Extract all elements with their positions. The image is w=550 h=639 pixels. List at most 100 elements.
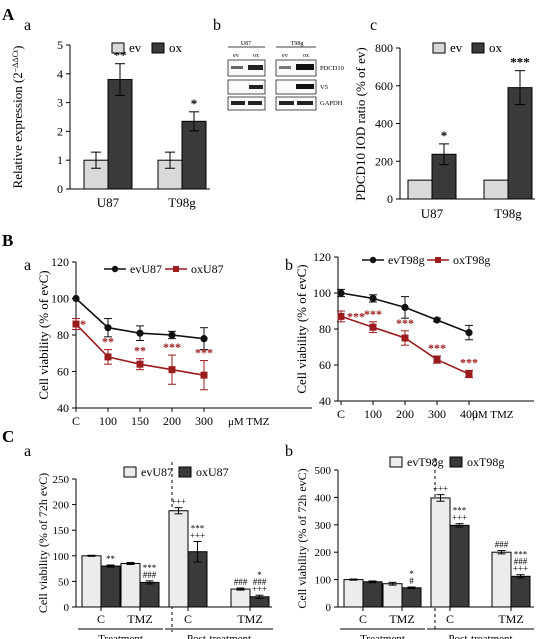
Bb-y-tick-label-4: 120 <box>313 250 331 264</box>
Bb-y-tick-label-0: 40 <box>319 394 331 408</box>
band-pdcd10-t98g-ev <box>279 66 291 69</box>
Ca-bar-evU87-3 <box>230 588 251 608</box>
Ca-errorbar-oxU87-2 <box>193 540 202 563</box>
Ca-x-tick-label-0: C <box>97 612 105 626</box>
Ca-group-label-1: Post-treatment <box>187 633 251 639</box>
Ca-sig-evU87-3: ### <box>234 577 248 587</box>
Aa-y-tick-label-1: 1 <box>57 153 63 167</box>
blot-protein-v5: V5 <box>320 84 328 91</box>
Aa-y-tick-label-2: 2 <box>57 124 63 138</box>
Bb-x-unit-label: μM TMZ <box>472 409 514 421</box>
Ca-errorbar-evU87-3 <box>236 587 245 591</box>
band-v5-u87-ox <box>249 85 263 89</box>
Cb-errorbar-evT98g-1 <box>388 581 397 586</box>
Cb-errorbar-evT98g-0 <box>349 578 358 581</box>
Ca-bar-oxU87-0 <box>100 565 121 608</box>
Ac-y-tick-label-2: 400 <box>375 117 393 131</box>
Ca-sig-line-oxU87-3-1: ### <box>253 577 267 587</box>
Ca-bar-evU87-1 <box>120 562 141 608</box>
Bb-point-oxT98g-4 <box>465 370 473 378</box>
Cb-sig-oxT98g-1: * # <box>409 569 414 586</box>
Aa-y-axis-label: Relative expression (2−ΔΔCt) <box>10 46 25 189</box>
Cb-legend-ox-swatch <box>449 456 463 468</box>
panel-letter-ca: a <box>24 443 31 460</box>
Aa-sig-ox-T98g: * <box>191 96 198 111</box>
blot-lane-2: ox <box>253 53 259 59</box>
Aa-y-tick-label-5: 5 <box>57 38 63 52</box>
Bb-x-tick-label-2: 200 <box>396 407 414 421</box>
Cb-sig-line-oxT98g-3-0: *** <box>514 550 528 560</box>
Ca-bar-evU87-2 <box>168 510 189 608</box>
Ca-sig-line-evU87-3-0: ### <box>234 577 248 587</box>
Aa-x-tick-label-0: U87 <box>97 195 120 210</box>
Aa-bar-ox-U87 <box>107 79 133 190</box>
panel-letter-aa: a <box>24 17 31 34</box>
Ba-point-evU87-3 <box>168 331 176 339</box>
Aa-legend-ox-swatch <box>151 42 165 54</box>
Cb-y-axis-label: Cell viability (% of 72h evC) <box>295 468 309 608</box>
Aa-y-axis-label-sup: −ΔΔCt <box>11 49 20 72</box>
Ba-point-oxU87-4 <box>200 371 208 379</box>
Ba-point-oxU87-3 <box>168 366 176 374</box>
Aa-x-tick-label-1: T98g <box>168 195 196 210</box>
Ca-sig-oxU87-0: ** <box>106 554 116 564</box>
Cb-bar-evT98g-2 <box>430 497 451 608</box>
Cb-y-tick-label-3: 300 <box>315 520 332 532</box>
Ca-sig-line-oxU87-2-0: *** <box>191 523 205 533</box>
Bb-point-evT98g-3 <box>433 316 441 324</box>
Cb-x-tick-label-2: C <box>446 612 454 626</box>
Ac-bar-ox-T98g <box>507 87 533 200</box>
band-pdcd10-u87-ox <box>248 65 263 70</box>
section-label-c: C <box>2 427 14 446</box>
blot-protein-pdcd10: PDCD10 <box>320 65 344 72</box>
blot-lane-3: ev <box>282 53 288 59</box>
Ba-sig-4: *** <box>195 346 213 360</box>
Cb-sig-line-evT98g-2-0: +++ <box>433 484 448 494</box>
Ba-y-axis-label: Cell viability (% of evC) <box>36 270 51 399</box>
Bb-x-tick-label-0: C <box>337 407 345 421</box>
Ba-y-tick-label-3: 100 <box>51 292 69 306</box>
Ac-errorbar-ox-U87 <box>439 143 449 166</box>
Ca-bar-oxU87-1 <box>139 581 160 608</box>
Cb-sig-line-oxT98g-1-1: # <box>409 576 414 586</box>
Bb-legend-ox-label: oxT98g <box>453 253 490 267</box>
section-label-a: A <box>2 5 15 24</box>
Ac-legend-ox-label: ox <box>489 40 503 55</box>
Aa-y-tick-label-0: 0 <box>57 182 63 196</box>
Ca-errorbar-oxU87-1 <box>145 580 154 585</box>
Cb-sig-line-oxT98g-2-1: +++ <box>452 513 467 523</box>
Ca-errorbar-oxU87-3 <box>255 594 264 599</box>
Cb-errorbar-oxT98g-3 <box>516 574 525 579</box>
Bb-legend-ev-marker <box>369 256 377 264</box>
Ac-legend-ev-label: ev <box>450 40 463 55</box>
Bb-point-oxT98g-2 <box>401 334 409 342</box>
Ba-legend-ox-marker <box>173 266 179 272</box>
Cb-sig-line-evT98g-3-0: ### <box>495 540 509 550</box>
Cb-bar-oxT98g-2 <box>449 524 470 608</box>
Bb-point-evT98g-1 <box>369 294 377 302</box>
Ac-y-tick-label-0: 0 <box>387 192 393 206</box>
Ac-errorbar-ox-T98g <box>515 70 525 106</box>
Ba-y-tick-label-1: 60 <box>57 365 69 379</box>
Bb-point-evT98g-2 <box>401 303 409 311</box>
Cb-y-tick-label-0: 0 <box>326 602 332 614</box>
Aa-legend-ev-swatch <box>111 42 125 54</box>
Bb-y-tick-label-2: 80 <box>319 322 331 336</box>
Aa-legend-ox-label: ox <box>169 40 183 55</box>
Ba-x-tick-label-2: 150 <box>131 414 149 428</box>
Bb-y-tick-label-3: 100 <box>313 286 331 300</box>
Ca-y-axis-label: Cell viability (% of 72h evC) <box>36 473 50 613</box>
Aa-y-tick-label-4: 4 <box>57 67 63 81</box>
Ca-sig-oxU87-3: * ### +++ <box>252 570 267 594</box>
Ca-x-tick-label-2: C <box>184 612 192 626</box>
Aa-errorbar-ox-U87 <box>115 63 125 96</box>
blot-lane-1: ev <box>233 53 239 59</box>
Bb-point-evT98g-0 <box>337 289 345 297</box>
Ca-errorbar-evU87-2 <box>174 507 183 515</box>
Ca-sig-line-oxU87-1-1: ### <box>143 570 157 580</box>
Ac-sig-ox-U87: * <box>441 128 448 143</box>
Ac-legend-ox-swatch <box>471 42 485 54</box>
Ca-legend-ox-label: oxU87 <box>196 465 229 479</box>
Ca-y-tick-label-3: 150 <box>53 525 70 537</box>
